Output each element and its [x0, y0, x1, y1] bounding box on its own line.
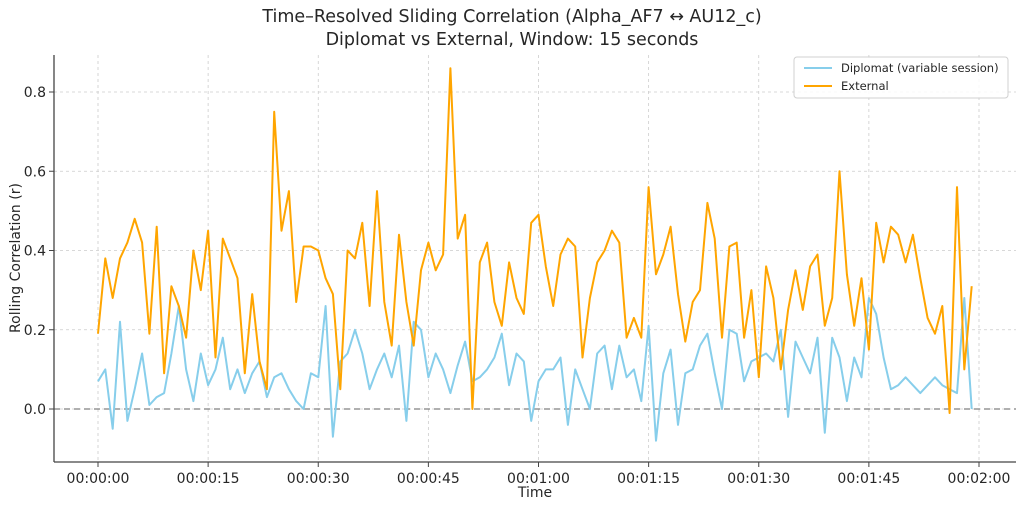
- y-tick-label: 0.6: [24, 164, 46, 180]
- y-tick-label: 0.2: [24, 323, 46, 339]
- y-axis-label: Rolling Correlation (r): [8, 183, 24, 333]
- chart-title: Time–Resolved Sliding Correlation (Alpha…: [261, 7, 761, 27]
- legend-label-external: External: [841, 79, 889, 93]
- x-tick-label: 00:01:30: [727, 471, 790, 487]
- x-tick-label: 00:00:15: [177, 471, 240, 487]
- x-tick-label: 00:00:00: [67, 471, 130, 487]
- x-tick-label: 00:01:00: [507, 471, 570, 487]
- y-tick-label: 0.0: [24, 402, 46, 418]
- x-tick-label: 00:00:45: [397, 471, 460, 487]
- axes: [53, 55, 1016, 463]
- legend-box: [793, 56, 1009, 99]
- data-series: [97, 67, 973, 442]
- legend: Diplomat (variable session) External: [793, 56, 1009, 99]
- x-tick-label: 00:01:45: [837, 471, 900, 487]
- chart-subtitle: Diplomat vs External, Window: 15 seconds: [326, 30, 699, 50]
- x-tick-label: 00:00:30: [287, 471, 350, 487]
- y-tick-label: 0.4: [24, 244, 46, 260]
- x-axis-ticks: 00:00:00 00:00:15 00:00:30 00:00:45 00:01:00…: [67, 462, 1011, 487]
- y-tick-label: 0.8: [24, 85, 46, 101]
- x-tick-label: 00:02:00: [948, 471, 1011, 487]
- legend-label-diplomat: Diplomat (variable session): [841, 61, 999, 75]
- x-tick-label: 00:01:15: [617, 471, 680, 487]
- series-line-diplomat: [97, 297, 973, 442]
- series-line-external: [97, 67, 973, 414]
- x-axis-label: Time: [517, 485, 552, 501]
- y-axis-ticks: 0.0 0.2 0.4 0.6 0.8: [24, 85, 54, 418]
